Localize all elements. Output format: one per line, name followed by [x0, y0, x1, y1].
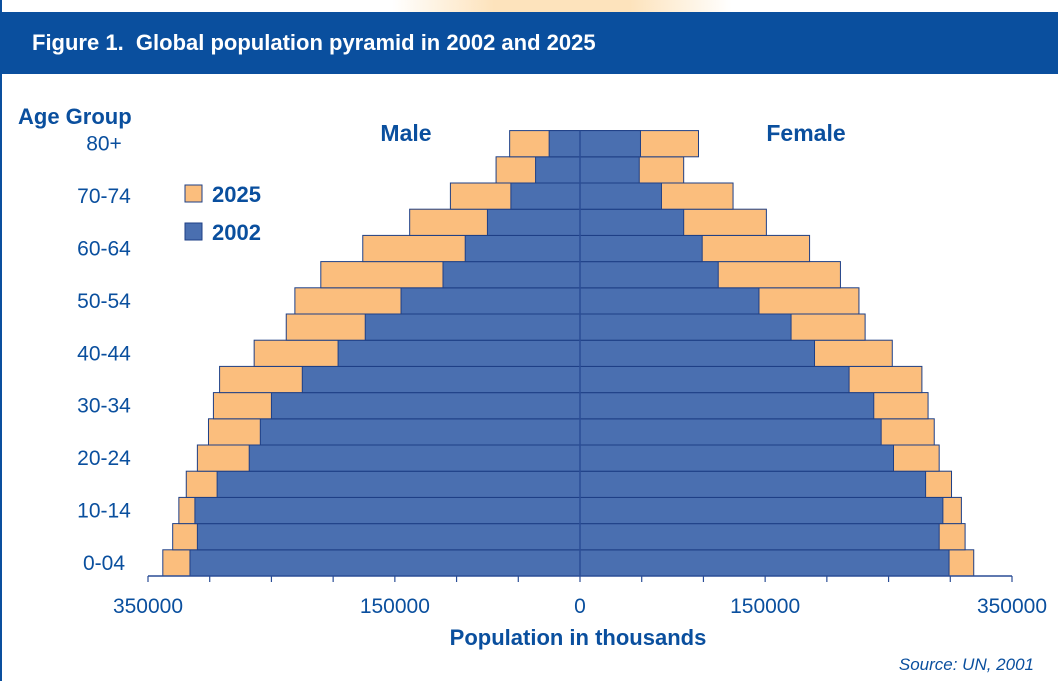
bar-male-2002-10-14: [194, 496, 581, 525]
female-label: Female: [766, 120, 845, 146]
y-tick-label: 0-04: [83, 552, 125, 575]
legend-label-2002: 2002: [212, 220, 261, 245]
bar-male-2002-45-49: [364, 313, 581, 341]
bar-male-2002-70-74: [510, 182, 581, 210]
bar-female-2002-0-04: [579, 549, 950, 577]
bar-female-2002-65-69: [579, 208, 685, 236]
figure-header: Figure 1. Global population pyramid in 2…: [0, 12, 1058, 74]
bar-female-2002-15-19: [579, 470, 927, 498]
y-tick-label: 10-14: [77, 500, 131, 523]
bar-female-2002-20-24: [579, 444, 895, 472]
x-tick-label: 350000: [977, 595, 1047, 618]
bar-male-2002-30-34: [270, 392, 581, 420]
y-tick-label: 50-54: [77, 290, 131, 313]
legend-label-2025: 2025: [212, 182, 261, 207]
bar-female-2002-70-74: [579, 182, 662, 210]
bar-male-2002-55-59: [442, 261, 581, 289]
x-axis-title: Population in thousands: [450, 625, 707, 650]
y-axis-title: Age Group: [18, 104, 132, 129]
bar-female-2002-10-14: [579, 496, 944, 525]
bar-male-2002-35-39: [301, 365, 581, 394]
y-tick-label: 20-24: [77, 447, 131, 470]
header-accent: [392, 0, 732, 12]
male-label: Male: [380, 120, 431, 146]
y-tick-label: 80+: [86, 133, 122, 156]
bar-male-2002-60-64: [464, 234, 581, 263]
bar-female-2002-25-29: [579, 418, 882, 446]
bar-male-2002-65-69: [486, 208, 581, 236]
legend-swatch-2025: [184, 184, 203, 203]
bar-male-2002-40-44: [337, 339, 581, 367]
bar-female-2002-40-44: [579, 339, 816, 367]
bar-female-2002-30-34: [579, 392, 875, 420]
bar-male-2002-0-04: [189, 549, 581, 577]
bar-male-2002-80plus: [548, 130, 581, 158]
bar-male-2002-5-9: [196, 523, 581, 551]
bar-male-2002-75-79: [535, 156, 581, 184]
y-tick-label: 70-74: [77, 185, 131, 208]
y-tick-label: 30-34: [77, 395, 131, 418]
source-note: Source: UN, 2001: [899, 655, 1034, 674]
y-tick-label: 60-64: [77, 238, 131, 261]
bar-female-2002-80plus: [579, 130, 641, 158]
bar-male-2002-25-29: [259, 418, 581, 446]
legend: 2025 2002: [184, 182, 261, 245]
bar-male-2002-20-24: [248, 444, 581, 472]
y-tick-label: 40-44: [77, 342, 131, 365]
x-tick-label: 350000: [113, 595, 183, 618]
x-tick-label: 150000: [360, 595, 430, 618]
bar-female-2002-55-59: [579, 261, 719, 289]
x-tick-label: 0: [574, 595, 586, 618]
bar-female-2002-50-54: [579, 287, 760, 315]
x-axis-ticks: 350000 150000 0 150000 350000: [113, 576, 1047, 618]
bar-female-2002-45-49: [579, 313, 792, 341]
bar-male-2002-15-19: [216, 470, 581, 498]
bars-layer: [162, 130, 975, 577]
legend-swatch-2002: [184, 222, 203, 241]
x-tick-label: 150000: [730, 595, 800, 618]
bar-male-2002-50-54: [400, 287, 581, 315]
bar-female-2002-60-64: [579, 234, 703, 263]
y-axis-labels: 80+ 70-74 60-64 50-54 40-44 30-34 20-24 10-14 0-…: [77, 133, 131, 575]
bar-female-2002-35-39: [579, 365, 850, 394]
figure-title: Figure 1. Global population pyramid in 2…: [32, 30, 596, 55]
bar-female-2002-75-79: [579, 156, 640, 184]
bar-female-2002-5-9: [579, 523, 940, 551]
